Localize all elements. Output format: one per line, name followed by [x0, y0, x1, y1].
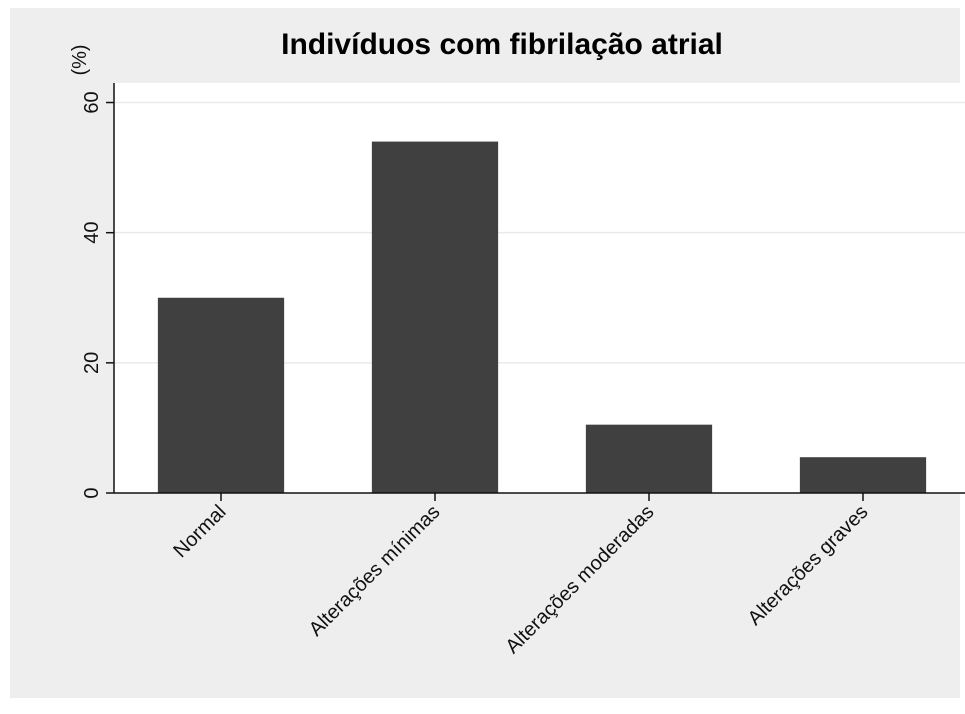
- bar-2: [585, 424, 713, 493]
- bar-1: [371, 141, 499, 494]
- y-tick-label: 40: [81, 222, 103, 244]
- y-tick-label: 0: [81, 487, 103, 498]
- bar-0: [157, 297, 285, 493]
- x-ticks: Normal Alterações mínimas Alterações moder…: [169, 493, 873, 658]
- bar-chart: 0 20 40 60 Normal Alterações mínimas Alteraçõ…: [69, 28, 965, 658]
- x-category-label: Normal: [169, 501, 230, 562]
- chart-title: Indivíduos com fibrilação atrial: [281, 28, 723, 61]
- x-category-label: Alterações moderadas: [501, 501, 658, 658]
- y-tick-label: 60: [81, 91, 103, 113]
- x-category-label: Alterações mínimas: [305, 501, 445, 641]
- y-tick-label: 20: [81, 352, 103, 374]
- bars: [157, 141, 927, 494]
- y-axis-label: (%): [69, 44, 91, 75]
- bar-3: [799, 457, 927, 493]
- x-category-label: Alterações graves: [744, 501, 873, 630]
- y-ticks: 0 20 40 60: [81, 91, 114, 499]
- chart-frame: 0 20 40 60 Normal Alterações mínimas Alteraçõ…: [10, 8, 965, 698]
